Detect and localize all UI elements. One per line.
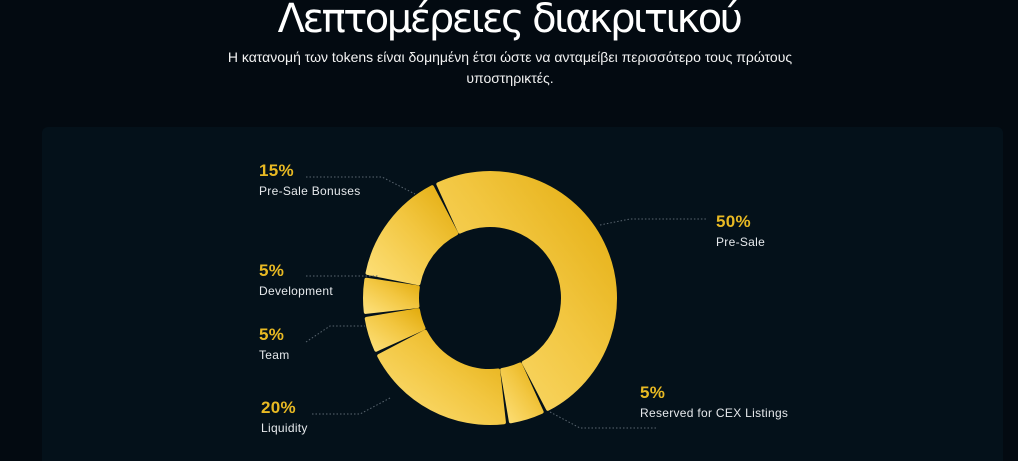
label-presale-bonuses: 15% Pre-Sale Bonuses [259, 161, 361, 198]
pct-presale: 50% [716, 212, 751, 231]
segment-pre-sale[interactable] [436, 171, 617, 411]
segment-pre-sale-bonuses[interactable] [365, 185, 459, 286]
pct-cex: 5% [640, 383, 666, 402]
page-subtitle: Η κατανομή των tokens είναι δομημένη έτσ… [227, 49, 793, 86]
pct-liquidity: 20% [261, 398, 296, 417]
donut-segments [363, 171, 617, 425]
name-development: Development [259, 284, 334, 298]
label-liquidity: 20% Liquidity [261, 398, 308, 435]
name-liquidity: Liquidity [261, 421, 308, 435]
name-team: Team [259, 348, 290, 362]
pct-presale-bonuses: 15% [259, 161, 294, 180]
segment-liquidity[interactable] [377, 329, 506, 425]
label-development: 5% Development [259, 261, 333, 298]
name-presale: Pre-Sale [716, 235, 766, 249]
leader-lines [305, 176, 706, 429]
label-cex: 5% Reserved for CEX Listings [640, 383, 788, 420]
segment-team[interactable] [364, 308, 426, 352]
label-presale: 50% Pre-Sale [716, 212, 765, 249]
segment-reserved-for-cex-listings[interactable] [500, 362, 544, 424]
pct-development: 5% [259, 261, 285, 280]
name-presale-bonuses: Pre-Sale Bonuses [259, 184, 361, 198]
pct-team: 5% [259, 325, 285, 344]
segment-development[interactable] [363, 277, 420, 314]
label-team: 5% Team [259, 325, 290, 362]
name-cex: Reserved for CEX Listings [640, 406, 789, 420]
page-title: Λεπτομέρειες διακριτικού [277, 0, 743, 42]
